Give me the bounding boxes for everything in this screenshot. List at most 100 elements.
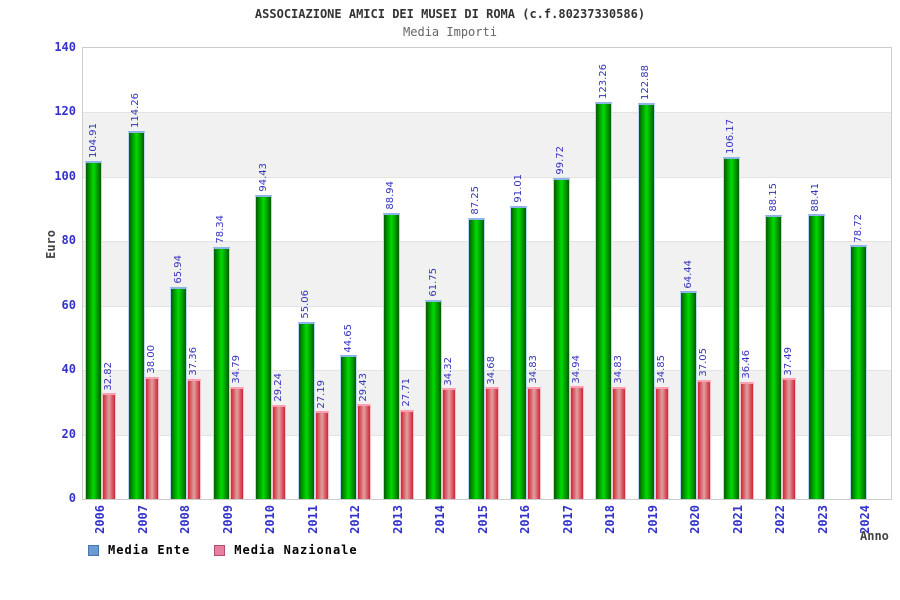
bar-2013-media-nazionale: [399, 409, 414, 499]
bar-2018-media-nazionale: [612, 386, 627, 499]
bar-2012-media-nazionale: [357, 404, 372, 499]
bar-value-label: 88.94: [385, 180, 397, 210]
bar-value-label: 65.94: [172, 254, 184, 284]
bar-2014-media-nazionale: [442, 388, 457, 499]
media-ente-swatch-icon: [88, 544, 99, 556]
y-tick-label: 0: [68, 491, 76, 505]
bar-value-label: 122.88: [640, 65, 652, 101]
bar-value-label: 38.00: [145, 344, 157, 374]
x-tick-label-2015: 2015: [475, 505, 490, 534]
gridline: [83, 305, 891, 307]
x-tick-label-2010: 2010: [263, 505, 278, 534]
bar-value-label: 37.49: [783, 346, 795, 376]
chart-subtitle: Media Importi: [403, 25, 497, 39]
bar-value-label: 88.15: [767, 183, 779, 213]
bar-value-label: 61.75: [427, 268, 439, 298]
bar-value-label: 78.34: [215, 215, 227, 244]
bar-2019-media-nazionale: [654, 386, 669, 499]
legend-item-media-ente: Media Ente: [88, 543, 190, 557]
bar-2020-media-ente: [680, 291, 698, 499]
bar-2007-media-ente: [127, 130, 145, 499]
chart-plot-area: 104.91 32.82 114.26 38.00 65.94 37.36 78.34 34.…: [82, 47, 892, 500]
gridline: [83, 370, 891, 372]
bar-2015-media-nazionale: [484, 387, 499, 499]
bar-2016-media-ente: [510, 205, 528, 499]
bar-value-label: 34.85: [655, 355, 667, 384]
bar-value-label: 29.24: [273, 373, 285, 402]
bar-value-label: 106.17: [725, 118, 737, 154]
bar-2016-media-nazionale: [527, 386, 542, 499]
chart-title: ASSOCIAZIONE AMICI DEI MUSEI DI ROMA (c.…: [254, 7, 646, 21]
x-tick-label-2007: 2007: [135, 505, 150, 534]
x-tick-label-2012: 2012: [348, 505, 363, 534]
bar-value-label: 27.71: [400, 378, 412, 407]
y-tick-label: 80: [61, 233, 76, 248]
bar-2014-media-ente: [425, 300, 443, 499]
bar-2020-media-nazionale: [697, 379, 712, 499]
y-axis-label: Euro: [44, 230, 58, 259]
x-tick-label-2021: 2021: [730, 505, 745, 534]
gridline: [83, 241, 891, 243]
bar-value-label: 91.01: [512, 174, 524, 203]
bar-value-label: 87.25: [470, 186, 482, 215]
bar-value-label: 34.83: [613, 355, 625, 384]
bar-2018-media-ente: [595, 101, 613, 499]
x-axis-label: Anno: [860, 529, 889, 543]
gridline: [83, 112, 891, 114]
x-tick-label-2022: 2022: [773, 505, 788, 534]
legend-label-media-ente: Media Ente: [108, 543, 191, 557]
bar-value-label: 99.72: [555, 146, 567, 175]
gridline: [83, 176, 891, 178]
bar-2007-media-nazionale: [144, 376, 159, 499]
bar-value-label: 55.06: [300, 290, 312, 319]
y-tick-label: 20: [61, 426, 76, 441]
y-tick-label: 60: [61, 297, 76, 312]
bar-value-label: 27.19: [315, 379, 327, 409]
bar-2021-media-ente: [722, 156, 740, 499]
x-tick-label-2006: 2006: [93, 505, 107, 534]
y-tick-label: 100: [54, 168, 76, 183]
bar-value-label: 34.94: [570, 354, 582, 384]
bar-value-label: 64.44: [682, 259, 694, 289]
bar-2010-media-ente: [255, 194, 273, 499]
legend-item-media-nazionale: Media Nazionale: [214, 543, 357, 557]
legend-label-media-nazionale: Media Nazionale: [234, 543, 358, 557]
bar-value-label: 88.41: [810, 182, 822, 212]
y-tick-label: 40: [61, 362, 76, 377]
plot-band: [83, 112, 891, 177]
x-tick-label-2017: 2017: [560, 505, 575, 534]
x-tick-label-2011: 2011: [305, 505, 320, 534]
bar-value-label: 94.43: [257, 163, 269, 192]
bar-2021-media-nazionale: [739, 381, 754, 499]
bar-value-label: 37.36: [188, 347, 200, 376]
bar-value-label: 34.79: [230, 355, 242, 384]
bar-2009-media-nazionale: [229, 386, 244, 499]
bar-2024-media-ente: [850, 245, 868, 499]
x-tick-label-2013: 2013: [390, 505, 405, 534]
bar-value-label: 37.05: [698, 348, 710, 377]
bar-value-label: 114.26: [130, 92, 142, 128]
plot-band: [83, 48, 891, 113]
bar-2009-media-ente: [212, 246, 230, 499]
plot-band: [83, 176, 891, 242]
bar-2006-media-nazionale: [102, 393, 116, 499]
bar-2013-media-ente: [382, 212, 400, 499]
bar-2022-media-ente: [765, 215, 783, 499]
bar-value-label: 34.32: [443, 356, 455, 386]
bar-2011-media-nazionale: [314, 411, 329, 499]
bar-2008-media-nazionale: [187, 378, 202, 499]
x-tick-label-2023: 2023: [815, 505, 830, 534]
x-tick-label-2009: 2009: [220, 505, 235, 534]
bar-2017-media-nazionale: [569, 386, 584, 499]
bar-value-label: 32.82: [103, 361, 114, 391]
bar-2010-media-nazionale: [272, 404, 287, 499]
chart-legend: Media Ente Media Nazionale: [88, 543, 372, 557]
y-tick-label: 120: [54, 104, 76, 119]
bar-value-label: 123.26: [597, 63, 609, 99]
y-tick-label: 140: [54, 40, 76, 54]
bar-2017-media-ente: [552, 177, 570, 499]
bar-value-label: 36.46: [740, 349, 752, 379]
x-tick-label-2019: 2019: [645, 505, 660, 534]
bar-value-label: 34.83: [528, 355, 540, 384]
bar-2015-media-ente: [467, 217, 485, 499]
